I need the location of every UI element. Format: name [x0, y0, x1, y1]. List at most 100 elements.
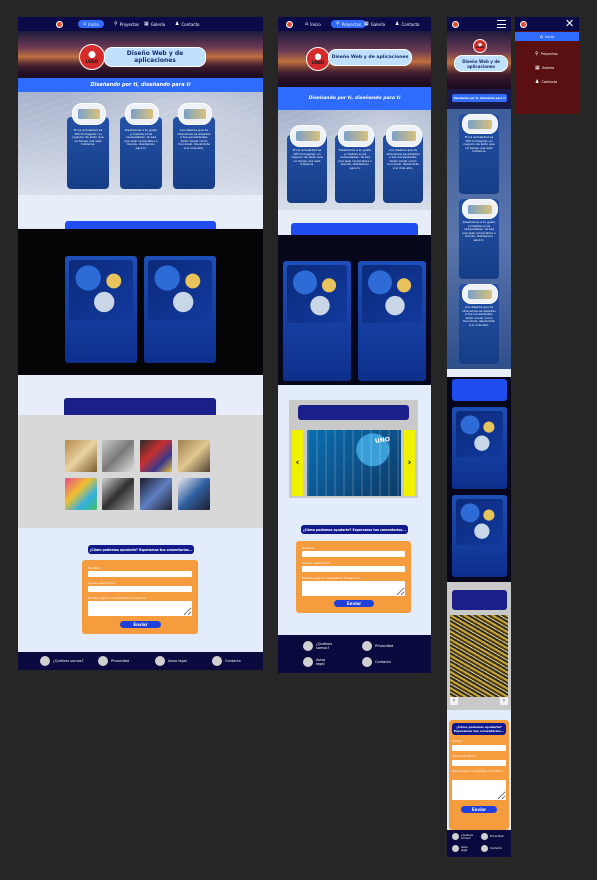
projects-section — [18, 229, 263, 375]
nav-logo[interactable] — [286, 20, 293, 28]
email-field[interactable] — [88, 586, 192, 592]
gallery-section — [18, 415, 263, 528]
gallery-thumb[interactable] — [65, 440, 97, 472]
menu-item-proyectos[interactable]: ⚲ Proyectos — [535, 51, 558, 57]
nav-logo[interactable] — [452, 20, 459, 28]
name-field[interactable] — [452, 745, 506, 751]
slider-image: UNO — [307, 430, 401, 496]
tagline-band: Diseñando por ti, diseñando para ti — [18, 78, 263, 92]
nav-item-galeria[interactable]: ▦ Galería — [364, 21, 386, 27]
footer-item-quienes[interactable]: ¿Quiénes somos? — [452, 833, 475, 840]
footer-item-contacto[interactable]: Contacto — [362, 657, 391, 667]
user-icon: ♟ — [535, 79, 540, 85]
projects-section — [278, 235, 431, 385]
footer-icon — [452, 833, 459, 840]
pin-icon: ⚲ — [114, 21, 118, 27]
project-card-2[interactable] — [144, 256, 216, 363]
gallery-thumb[interactable] — [65, 478, 97, 510]
menu-item-inicio[interactable]: ⌂ Inicio — [515, 32, 579, 41]
footer-icon — [40, 656, 50, 666]
name-field[interactable] — [302, 551, 405, 557]
tablet-hero: LOGO Diseño Web y de aplicaciones — [278, 31, 431, 87]
message-field[interactable] — [452, 780, 506, 800]
email-field[interactable] — [452, 760, 506, 766]
project-card-1[interactable] — [283, 261, 351, 381]
slider-next-button[interactable]: › — [500, 697, 508, 705]
send-button[interactable]: Enviar — [120, 621, 161, 628]
gallery-slider: UNO ‹ › — [289, 400, 418, 498]
gallery-thumb[interactable] — [140, 440, 172, 472]
gallery-thumb[interactable] — [102, 478, 134, 510]
service-image — [290, 125, 326, 147]
footer-item-quienes[interactable]: ¿Quiénes somos? — [303, 641, 338, 651]
nav-item-proyectos[interactable]: ⚲ Proyectos — [114, 21, 140, 27]
footer-item-quienes[interactable]: ¿Quiénes somos? — [40, 656, 83, 666]
service-text: En la actualidad es difícil imaginar un … — [72, 128, 104, 147]
nav-logo[interactable] — [520, 20, 527, 28]
send-button[interactable]: Enviar — [461, 806, 497, 813]
menu-item-contacto[interactable]: ♟ Contacto — [535, 79, 558, 85]
home-icon: ⌂ — [539, 33, 543, 40]
service-text: Los diseños que te ofrecemos se adaptan … — [462, 305, 496, 327]
project-card-2[interactable] — [452, 495, 507, 577]
close-icon[interactable]: ✕ — [565, 17, 575, 30]
name-label: Nombre — [452, 740, 463, 743]
gallery-thumb[interactable] — [178, 478, 210, 510]
gallery-thumb[interactable] — [102, 440, 134, 472]
footer-item-privacidad[interactable]: Privacidad — [98, 656, 129, 666]
project-card-1[interactable] — [65, 256, 137, 363]
tablet-view: ⌂ Inicio ⚲ Proyectos ▦ Galería ♟ Contacto LO… — [278, 17, 431, 673]
desktop-view: ⌂ Inicio ⚲ Proyectos ▦ Galería ♟ Contacto LO… — [18, 17, 263, 670]
project-card-2[interactable] — [358, 261, 426, 381]
gallery-thumb[interactable] — [140, 478, 172, 510]
projects-title-bar — [452, 379, 507, 401]
footer-icon — [362, 641, 372, 651]
nav-item-inicio[interactable]: ⌂ Inicio — [305, 21, 321, 27]
project-image — [456, 499, 503, 545]
project-image — [148, 260, 212, 320]
mobile-tagline-wrap: Diseñando por ti, diseñando para ti — [447, 89, 511, 109]
footer-item-privacidad[interactable]: Privacidad — [362, 641, 393, 651]
project-card-1[interactable] — [452, 407, 507, 489]
slider-prev-button[interactable]: ‹ — [292, 430, 303, 496]
service-card-1: En la actualidad es difícil imaginar un … — [459, 114, 499, 194]
message-label: Escribe aquí tu comentario, di servicio.… — [88, 596, 149, 600]
nav-item-contacto[interactable]: ♟ Contacto — [395, 21, 420, 27]
home-icon: ⌂ — [83, 21, 87, 27]
form-title: ¿Cómo podemos ayudarte? Esperamos tus co… — [88, 545, 194, 554]
footer-icon — [481, 833, 488, 840]
nav-item-inicio[interactable]: ⌂ Inicio — [78, 20, 104, 28]
gallery-thumb[interactable] — [178, 440, 210, 472]
footer-icon — [98, 656, 108, 666]
slider-prev-button[interactable]: ‹ — [450, 697, 458, 705]
slider-image — [450, 615, 508, 697]
footer-item-aviso[interactable]: Aviso legal — [155, 656, 187, 666]
email-field[interactable] — [302, 566, 405, 572]
tablet-navbar: ⌂ Inicio ⚲ Proyectos ▦ Galería ♟ Contacto — [278, 17, 431, 31]
slider-next-button[interactable]: › — [404, 430, 415, 496]
service-text: Diseñamos a tu gusto y medida a tus nece… — [124, 128, 158, 150]
message-field[interactable] — [302, 581, 405, 596]
name-field[interactable] — [88, 571, 192, 577]
service-image — [178, 103, 212, 125]
service-image — [338, 125, 374, 147]
footer-item-privacidad[interactable]: Privacidad — [481, 833, 503, 840]
footer-item-contacto[interactable]: Contacto — [212, 656, 241, 666]
email-label: Correo electrónico — [452, 755, 476, 758]
send-button[interactable]: Enviar — [334, 600, 374, 607]
footer-item-aviso[interactable]: Aviso legal — [452, 845, 473, 852]
footer-item-aviso[interactable]: Aviso legal — [303, 657, 330, 667]
nav-item-proyectos[interactable]: ⚲ Proyectos — [331, 20, 367, 28]
footer-icon — [212, 656, 222, 666]
service-image — [462, 114, 498, 134]
hamburger-icon[interactable] — [497, 20, 506, 28]
footer-item-contacto[interactable]: Contacto — [481, 845, 502, 852]
menu-item-galeria[interactable]: ▦ Galería — [535, 65, 555, 71]
contact-section: ¿Cómo podemos ayudarte? Esperamos tus co… — [18, 528, 263, 652]
nav-item-contacto[interactable]: ♟ Contacto — [175, 21, 200, 27]
contact-section: ¿Cómo podemos ayudarte? Esperamos tus co… — [447, 710, 511, 830]
message-field[interactable] — [88, 601, 192, 616]
nav-logo[interactable] — [56, 20, 63, 28]
nav-item-galeria[interactable]: ▦ Galería — [144, 21, 166, 27]
hero-title: Diseño Web y de aplicaciones — [104, 47, 206, 67]
